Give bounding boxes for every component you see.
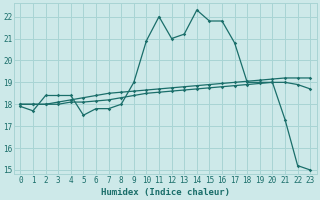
X-axis label: Humidex (Indice chaleur): Humidex (Indice chaleur) xyxy=(101,188,230,197)
